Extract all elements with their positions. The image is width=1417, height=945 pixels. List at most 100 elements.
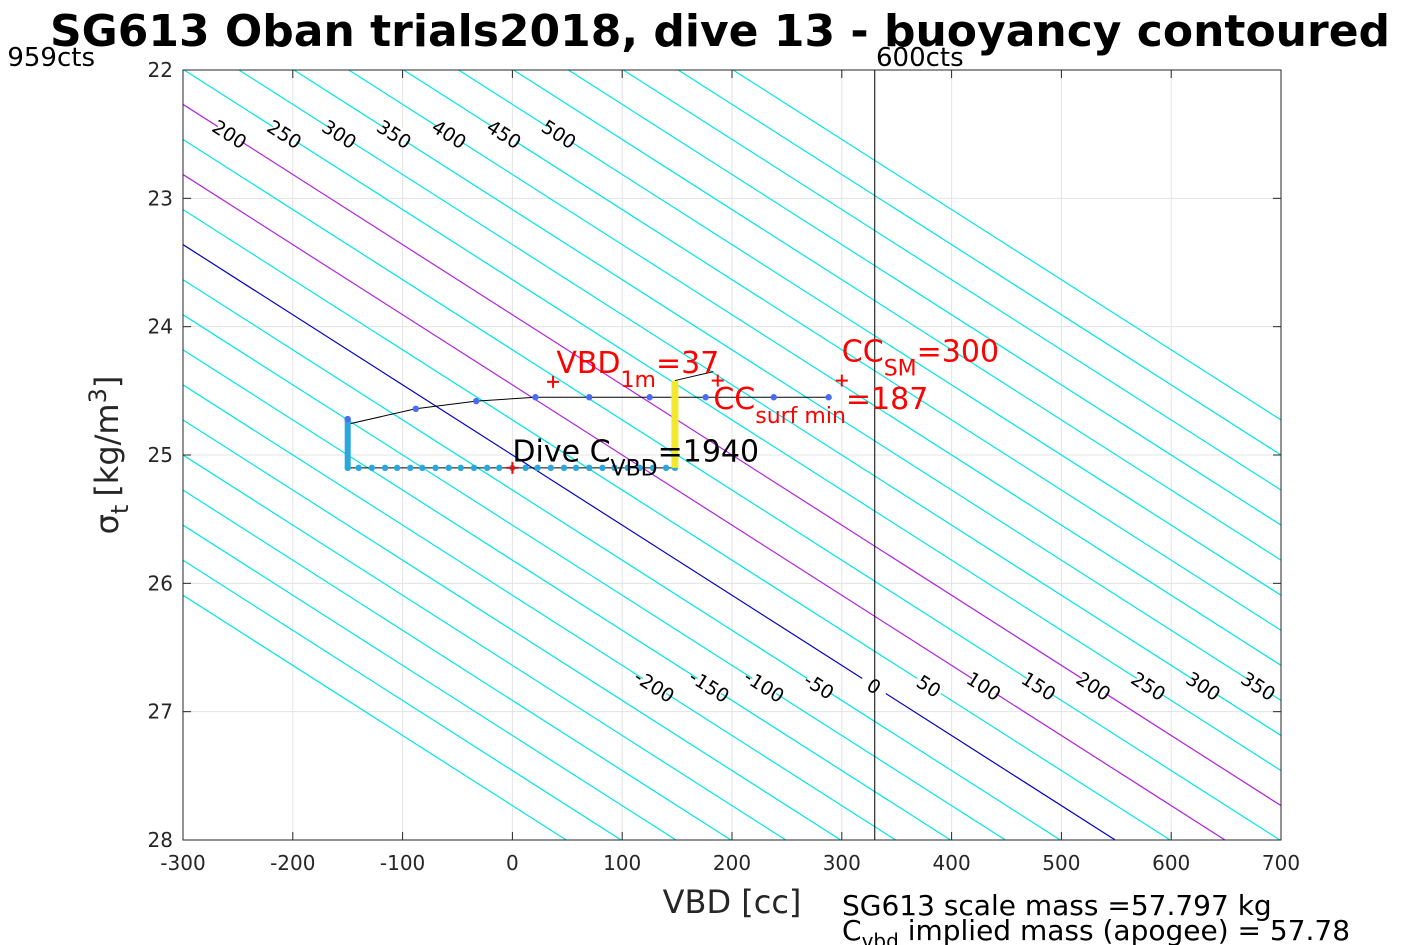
data-point (560, 464, 568, 472)
yellow-connector (674, 371, 714, 382)
data-point (381, 464, 389, 472)
data-point (649, 464, 657, 472)
contour-label: 500 (537, 116, 579, 154)
contour-label: 450 (482, 116, 524, 154)
contour-label-bg (267, 118, 302, 151)
footer-scale-mass: SG613 scale mass =57.797 kg (842, 889, 1272, 922)
contour-label-bg (1131, 670, 1166, 702)
annotation-sub: surf min (755, 404, 846, 429)
contour-line-cyan (183, 454, 787, 840)
annotation-main: Dive C (512, 434, 610, 469)
contour-line-cyan (622, 70, 1281, 491)
x-tick-label: -200 (270, 851, 315, 875)
contour-label: -200 (630, 666, 678, 708)
data-point (624, 464, 631, 472)
y-axis-label-subscript: t (106, 505, 134, 514)
footer-c-sub: vbd (862, 929, 899, 945)
contour-label-bg (637, 670, 672, 702)
data-point (646, 394, 653, 401)
annotation-main: CC (842, 334, 884, 369)
data-point (355, 464, 362, 472)
contour-label-bg (966, 670, 1002, 702)
contour-line-zero (183, 243, 1116, 840)
x-tick-label: 500 (1042, 851, 1080, 875)
x-tick-label: 300 (823, 851, 861, 875)
contour-label-bg (692, 670, 727, 702)
contour-label: 300 (1182, 668, 1224, 706)
data-point (770, 394, 777, 401)
data-point (344, 415, 351, 423)
contour-label-bg (377, 118, 412, 151)
x-tick-label: -300 (160, 851, 205, 875)
contour-label: -150 (685, 666, 733, 708)
annotation-label: CCsurf min=187 (713, 382, 928, 429)
contour-label: -50 (800, 669, 838, 704)
contour-line-cyan (183, 278, 1061, 840)
contour-line-cyan (183, 419, 842, 840)
x-tick-label: -100 (380, 851, 425, 875)
contour-label-bg (322, 118, 357, 151)
axes-layer: -300 -200 -100 0 100 200 300 400 500 600 700 22 23 24… (148, 58, 1301, 875)
contour-label-bg (801, 670, 837, 702)
data-point (611, 464, 618, 472)
annotation-sub: SM (884, 356, 917, 381)
contour-label: 200 (1072, 668, 1114, 706)
contour-label: 100 (962, 668, 1004, 706)
contour-label-bg (1076, 670, 1111, 702)
data-point (572, 464, 580, 472)
contour-line-purple (183, 173, 1226, 840)
x-tick-label: 100 (603, 851, 641, 875)
contour-label-bg (1021, 670, 1056, 702)
contour-label-bg (432, 118, 467, 151)
annotation-value: =187 (846, 382, 928, 417)
data-point (825, 394, 832, 401)
contour-line-cyan (403, 70, 1281, 632)
contour-label: 150 (1017, 668, 1059, 706)
svg-text:σt[kg/m3]: σt [kg/m3] (84, 376, 134, 535)
data-point (586, 464, 593, 472)
data-point (702, 394, 709, 401)
contour-layer (183, 70, 1281, 840)
contour-line-cyan (732, 70, 1281, 421)
data-point (472, 397, 480, 405)
y-axis-label-close: ] (88, 376, 126, 388)
x-tick-label: 600 (1152, 851, 1190, 875)
annotation-value: =1940 (658, 434, 759, 469)
chart-title: SG613 Oban trials2018, dive 13 - buoyanc… (50, 6, 1390, 57)
contour-label-bg (747, 670, 782, 702)
data-point (344, 464, 351, 472)
data-point (586, 394, 593, 401)
contour-line-cyan (293, 70, 1281, 702)
data-point (412, 405, 419, 412)
y-tick-label: 28 (148, 828, 173, 852)
contour-line-cyan (677, 70, 1281, 456)
data-point (636, 464, 643, 472)
footer-c-main: C (842, 914, 862, 945)
y-axis-label-symbol: σ (88, 514, 126, 534)
contour-line-purple (183, 103, 1281, 807)
contour-line-cyan (183, 489, 732, 840)
contour-label-bg (541, 118, 577, 151)
contour-line-cyan (183, 594, 567, 840)
annotation-main: VBD (556, 346, 620, 381)
annotation-sub: VBD (611, 456, 658, 481)
contour-label: 250 (263, 116, 305, 154)
contour-label-bg (1186, 670, 1221, 702)
data-point (419, 464, 426, 472)
contour-line-cyan (238, 70, 1281, 737)
data-point (547, 464, 555, 472)
data-point (534, 464, 541, 472)
contour-label: 350 (373, 116, 415, 154)
contour-label: 350 (1237, 668, 1279, 706)
contour-label: 400 (428, 116, 470, 154)
contour-line-cyan (513, 70, 1281, 561)
data-point (407, 464, 414, 472)
contour-label: 300 (318, 116, 360, 154)
contour-label: 200 (208, 116, 250, 154)
x-tick-label: 400 (933, 851, 971, 875)
contour-line-cyan (183, 384, 896, 840)
y-tick-label: 23 (148, 186, 173, 210)
contour-label: -100 (740, 666, 788, 708)
contour-label-bg (1241, 670, 1276, 702)
